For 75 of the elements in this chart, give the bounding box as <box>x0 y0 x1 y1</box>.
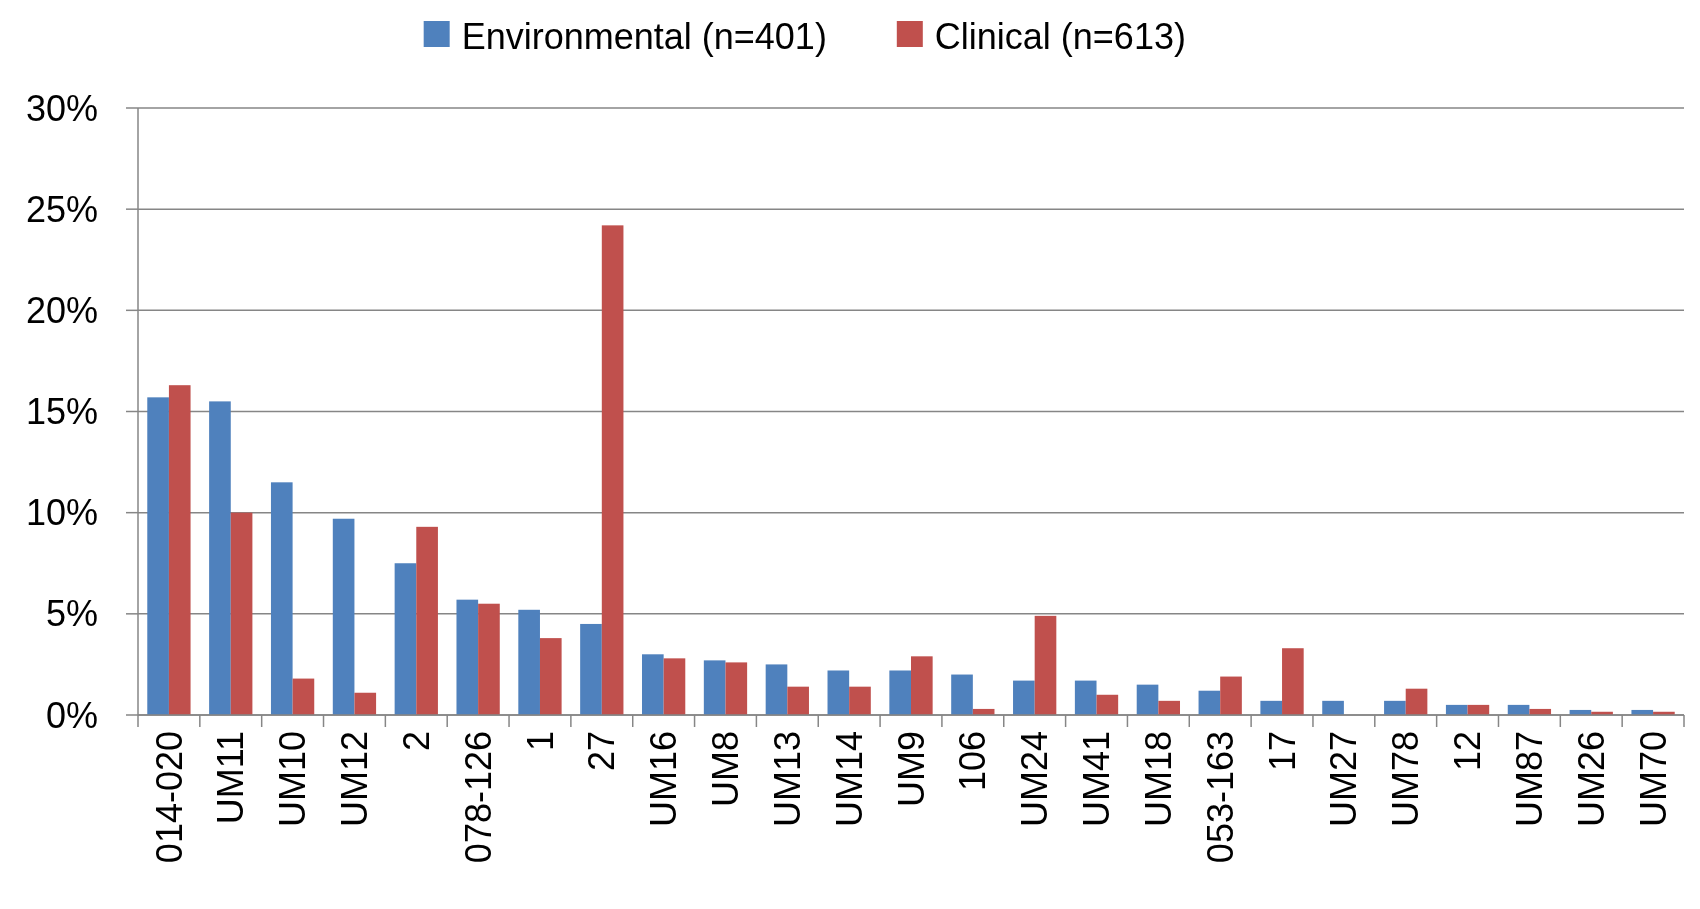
x-tick-label: UM8 <box>705 731 747 808</box>
bar <box>1282 648 1304 715</box>
legend-label: Clinical (n=613) <box>934 15 1186 57</box>
x-tick-label: UM16 <box>643 731 685 828</box>
x-tick-label: 014-020 <box>148 731 190 864</box>
bar <box>332 518 355 715</box>
x-tick-label: UM26 <box>1570 731 1612 828</box>
bar <box>456 599 479 715</box>
x-tick-label: UM10 <box>272 731 314 828</box>
bar <box>1322 700 1344 715</box>
bar <box>209 401 231 715</box>
bar <box>1384 700 1406 715</box>
bar <box>911 656 933 715</box>
bar <box>1034 615 1057 715</box>
y-tick-label: 10% <box>25 492 98 534</box>
x-tick-label: 2 <box>395 731 437 752</box>
bar <box>1136 684 1159 715</box>
x-tick-label: UM14 <box>828 731 870 828</box>
x-tick-label: UM27 <box>1323 731 1365 828</box>
x-tick-label: 078-126 <box>457 731 499 864</box>
x-tick-label: 1 <box>519 731 561 752</box>
bar <box>539 638 562 715</box>
bar <box>270 482 293 715</box>
x-tick-label: UM11 <box>210 731 252 825</box>
bar <box>601 225 624 715</box>
x-tick-label: UM70 <box>1632 731 1674 828</box>
bar <box>416 526 438 715</box>
bar <box>787 686 809 715</box>
bar <box>1445 704 1468 715</box>
bar <box>1074 680 1097 715</box>
bar <box>1158 700 1180 715</box>
x-tick-label: UM12 <box>334 731 376 828</box>
bar <box>951 674 973 715</box>
y-tick-label: 0% <box>45 694 98 736</box>
x-tick-label: UM41 <box>1076 731 1118 828</box>
x-tick-label: 17 <box>1261 731 1303 772</box>
y-tick-label: 25% <box>25 188 98 230</box>
y-tick-label: 20% <box>25 289 98 331</box>
bar <box>580 623 602 715</box>
x-tick-label: UM18 <box>1137 731 1179 828</box>
bar <box>394 563 417 715</box>
bar <box>147 397 169 715</box>
y-tick-label: 15% <box>25 391 98 433</box>
x-tick-label: UM24 <box>1014 731 1056 828</box>
bar <box>230 512 253 715</box>
bar <box>1013 680 1035 715</box>
bar <box>642 654 664 715</box>
bar <box>1220 676 1242 715</box>
bar <box>849 686 871 715</box>
bar <box>478 603 500 715</box>
x-tick-label: UM9 <box>890 731 932 808</box>
x-tick-label: UM78 <box>1385 731 1427 828</box>
bar <box>1096 694 1119 715</box>
x-tick-label: 27 <box>581 731 623 772</box>
x-tick-label: UM13 <box>766 731 808 828</box>
bar <box>354 692 377 715</box>
bar <box>1260 700 1283 715</box>
x-tick-label: UM87 <box>1509 731 1550 828</box>
x-tick-label: 053-163 <box>1199 731 1241 864</box>
bar <box>663 658 686 715</box>
bar <box>518 609 540 715</box>
bar <box>725 662 748 715</box>
x-tick-label: 106 <box>952 731 994 792</box>
legend-label: Environmental (n=401) <box>461 15 827 57</box>
bar <box>889 670 911 715</box>
bar <box>765 664 788 715</box>
bar <box>703 660 726 715</box>
bar <box>292 678 315 715</box>
x-tick-label: 12 <box>1447 731 1489 772</box>
bar <box>1198 690 1221 715</box>
bar <box>827 670 850 715</box>
y-tick-label: 5% <box>45 593 98 635</box>
bar <box>168 385 191 715</box>
bar <box>1405 688 1428 715</box>
y-tick-label: 30% <box>25 87 98 129</box>
